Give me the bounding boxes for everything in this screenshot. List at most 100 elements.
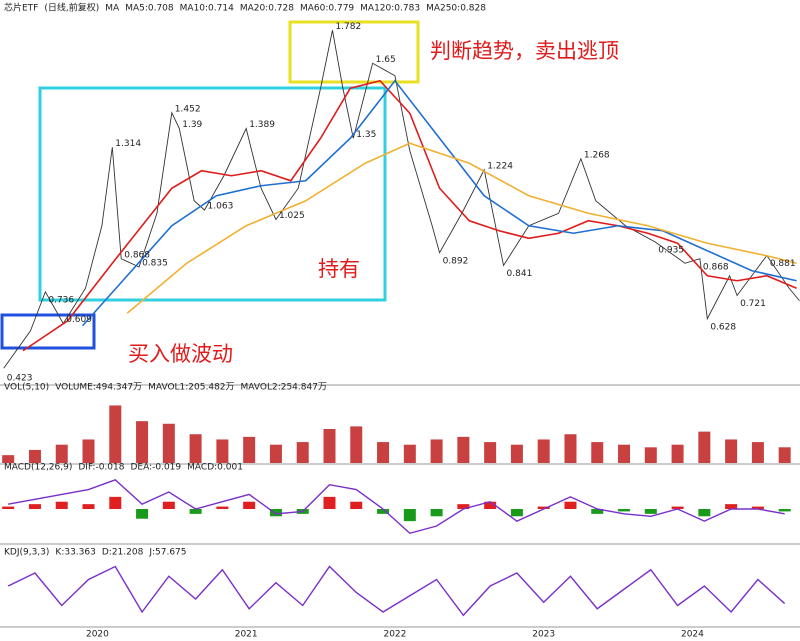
volume-bar <box>618 444 631 463</box>
volume-bar <box>55 444 68 463</box>
macd-bar <box>136 509 149 519</box>
macd-bar <box>778 509 791 512</box>
volume-bar <box>296 442 309 463</box>
point-label: 1.35 <box>356 130 376 140</box>
point-label: 1.452 <box>175 104 201 114</box>
macd-bar <box>350 501 363 509</box>
readout: MAVOL1:205.482万 <box>148 383 234 393</box>
macd-bar <box>109 496 122 509</box>
macd-bar <box>751 506 764 509</box>
volume-bar <box>751 442 764 463</box>
line <box>126 142 797 314</box>
volume-bar <box>778 447 791 463</box>
point-label: 1.025 <box>279 211 305 221</box>
header-text: MA <box>105 4 120 14</box>
macd-bar <box>457 504 470 509</box>
volume-bar <box>323 429 336 463</box>
point-label: 1.268 <box>584 150 610 160</box>
macd-bar <box>537 506 550 509</box>
header-text: MA60:0.779 <box>300 4 354 14</box>
volume-bar <box>136 421 149 463</box>
x-tick-label: 2020 <box>86 630 109 640</box>
volume-bar <box>698 431 711 463</box>
annotation: 买入做波动 <box>128 342 233 366</box>
point-label: 0.868 <box>703 262 729 272</box>
volume-bar <box>28 449 41 463</box>
macd-bar <box>564 501 577 509</box>
macd-bar <box>644 509 657 514</box>
x-tick-label: 2022 <box>383 630 406 640</box>
point-label: 1.389 <box>249 120 275 130</box>
point-label: 0.892 <box>443 256 469 266</box>
volume-bar <box>377 442 390 463</box>
point-label: 1.224 <box>487 161 513 171</box>
volume-bar <box>162 423 175 463</box>
macd-bar <box>162 501 175 509</box>
point-label: 0.628 <box>710 322 736 332</box>
macd-bar <box>484 501 497 509</box>
point-label: 1.39 <box>182 120 202 130</box>
x-tick-label: 2023 <box>532 630 555 640</box>
macd-bar <box>591 509 604 514</box>
volume-bar <box>644 447 657 463</box>
volume-bar <box>725 439 738 463</box>
volume-bar <box>591 442 604 463</box>
volume-bar <box>403 444 416 463</box>
readout: J:57.675 <box>148 548 186 558</box>
macd-bar <box>323 496 336 509</box>
readout: VOLUME:494.347万 <box>55 383 142 393</box>
point-label: 0.841 <box>507 269 533 279</box>
volume-bar <box>269 444 282 463</box>
indicator: KDJ(9,3,3) <box>4 548 49 558</box>
point-label: 0.423 <box>7 374 33 384</box>
readout: MAVOL2:254.847万 <box>241 383 327 393</box>
point-label: 0.721 <box>740 299 766 309</box>
line <box>22 79 797 352</box>
macd-bar <box>55 501 68 509</box>
volume-bar <box>189 434 202 463</box>
volume-bar <box>510 444 523 463</box>
volume-bar <box>671 444 684 463</box>
macd-bar <box>618 509 631 512</box>
readout: MACD:0.001 <box>187 463 243 473</box>
volume-bar <box>537 439 550 463</box>
macd-bar <box>82 504 95 509</box>
point-label: 1.782 <box>335 22 361 32</box>
macd-bar <box>403 509 416 522</box>
macd-bar <box>2 506 15 509</box>
point-label: 1.063 <box>208 202 234 212</box>
macd-bar <box>269 509 282 517</box>
volume-bar <box>109 405 122 463</box>
header-text: MA120:0.783 <box>360 4 420 14</box>
volume-bar <box>216 439 229 463</box>
point-label: 1.314 <box>115 139 141 149</box>
point-label: 0.835 <box>142 259 168 269</box>
macd-bar <box>243 501 256 509</box>
readout: DEA:-0.019 <box>130 463 181 473</box>
macd-bar <box>510 509 523 517</box>
volume-bar <box>2 455 15 463</box>
header-text: MA5:0.708 <box>125 4 174 14</box>
line <box>3 30 800 369</box>
annotation: 判断趋势，卖出逃顶 <box>430 39 619 63</box>
header-text: MA250:0.828 <box>426 4 486 14</box>
point-label: 0.935 <box>658 246 684 256</box>
header-text: MA20:0.728 <box>240 4 294 14</box>
x-tick-label: 2024 <box>681 630 704 640</box>
macd-bar <box>698 509 711 517</box>
volume-bar <box>457 436 470 463</box>
top-box <box>288 20 420 84</box>
indicator: VOL(5,10) <box>4 383 49 393</box>
point-label: 0.881 <box>770 259 796 269</box>
point-label: 0.736 <box>48 295 74 305</box>
macd-bar <box>28 504 41 509</box>
line <box>7 565 786 617</box>
volume-bar <box>350 426 363 463</box>
x-tick-label: 2021 <box>235 630 258 640</box>
macd-bar <box>189 509 202 514</box>
readout: DIF:-0.018 <box>78 463 124 473</box>
macd-bar <box>725 504 738 509</box>
header-text: MA10:0.714 <box>180 4 234 14</box>
